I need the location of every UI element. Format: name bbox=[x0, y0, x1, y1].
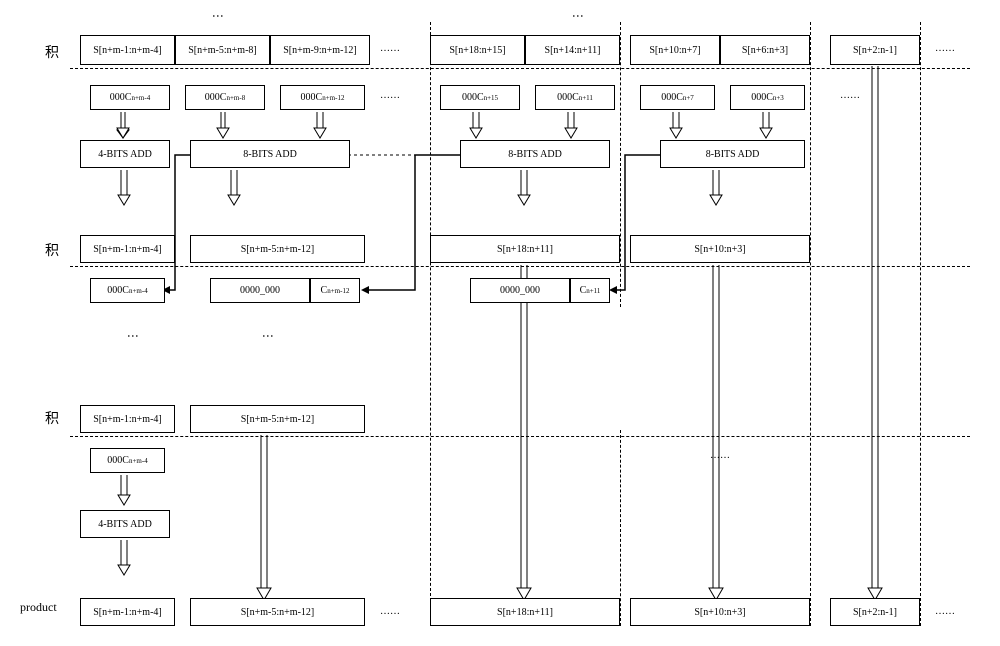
adder-4bit-1: 4-BITS ADD bbox=[80, 140, 170, 168]
label-ji-3: 积 bbox=[45, 408, 59, 428]
hdash-1 bbox=[70, 68, 970, 69]
label-ji-2: 积 bbox=[45, 240, 59, 260]
r1c1: S[n+m-5:n+m-8] bbox=[175, 35, 270, 65]
multiplier-carry-diagram: ⋮ ⋮ 积 积 积 product S[n+m-1:n+m-4] S[n+m-5… bbox=[10, 10, 990, 636]
rPc2: S[n+18:n+11] bbox=[430, 598, 620, 626]
rPc4: S[n+2:n-1] bbox=[830, 598, 920, 626]
r7c0: 000Cn+m-4 bbox=[90, 448, 165, 473]
r2c4: 000Cn+11 bbox=[535, 85, 615, 110]
r2c2: 000Cn+m-12 bbox=[280, 85, 365, 110]
r1-dots-2: …… bbox=[935, 43, 955, 54]
rPc1: S[n+m-5:n+m-12] bbox=[190, 598, 365, 626]
r1c5: S[n+10:n+7] bbox=[630, 35, 720, 65]
r2c1: 000Cn+m-8 bbox=[185, 85, 265, 110]
r1c4: S[n+14:n+11] bbox=[525, 35, 620, 65]
vd1 bbox=[430, 22, 431, 626]
label-ji-1: 积 bbox=[45, 42, 59, 62]
r2c3: 000Cn+15 bbox=[440, 85, 520, 110]
r1c0: S[n+m-1:n+m-4] bbox=[80, 35, 175, 65]
vdots-top-1: ⋮ bbox=[210, 10, 225, 20]
label-product: product bbox=[20, 600, 57, 615]
r4c2: S[n+18:n+11] bbox=[430, 235, 620, 263]
r4c0: S[n+m-1:n+m-4] bbox=[80, 235, 175, 263]
adder-8bit-2: 8-BITS ADD bbox=[460, 140, 610, 168]
rP-dots-1: …… bbox=[380, 606, 400, 617]
adder-8bit-3: 8-BITS ADD bbox=[660, 140, 805, 168]
vd2 bbox=[620, 22, 621, 307]
r1c6: S[n+6:n+3] bbox=[720, 35, 810, 65]
vd3 bbox=[810, 22, 811, 626]
r5c2a: 0000_000 bbox=[470, 278, 570, 303]
r5c1a: 0000_000 bbox=[210, 278, 310, 303]
hdash-2 bbox=[70, 266, 970, 267]
r1c3: S[n+18:n+15] bbox=[430, 35, 525, 65]
r5c0: 000Cn+m-4 bbox=[90, 278, 165, 303]
r2c6: 000Cn+3 bbox=[730, 85, 805, 110]
r5c2b: Cn+11 bbox=[570, 278, 610, 303]
r1c2: S[n+m-9:n+m-12] bbox=[270, 35, 370, 65]
rPc3: S[n+10:n+3] bbox=[630, 598, 810, 626]
adder-8bit-1: 8-BITS ADD bbox=[190, 140, 350, 168]
vd4 bbox=[920, 22, 921, 626]
vd2b bbox=[620, 430, 621, 626]
vdots-mid-1: ⋮ bbox=[125, 330, 140, 340]
r4c1: S[n+m-5:n+m-12] bbox=[190, 235, 365, 263]
r4c3: S[n+10:n+3] bbox=[630, 235, 810, 263]
rPc0: S[n+m-1:n+m-4] bbox=[80, 598, 175, 626]
r6c0: S[n+m-1:n+m-4] bbox=[80, 405, 175, 433]
adder-4bit-2: 4-BITS ADD bbox=[80, 510, 170, 538]
r2-dots-1: …… bbox=[380, 90, 400, 101]
r1-dots-1: …… bbox=[380, 43, 400, 54]
r6c1: S[n+m-5:n+m-12] bbox=[190, 405, 365, 433]
rP-dots-2: …… bbox=[935, 606, 955, 617]
mid-dots: …… bbox=[710, 450, 730, 461]
r1c7: S[n+2:n-1] bbox=[830, 35, 920, 65]
r5c1b: Cn+m-12 bbox=[310, 278, 360, 303]
r2c5: 000Cn+7 bbox=[640, 85, 715, 110]
vdots-top-2: ⋮ bbox=[570, 10, 585, 20]
r2c0: 000Cn+m-4 bbox=[90, 85, 170, 110]
r2-dots-2: …… bbox=[840, 90, 860, 101]
hdash-3 bbox=[70, 436, 970, 437]
vdots-mid-2: ⋮ bbox=[260, 330, 275, 340]
